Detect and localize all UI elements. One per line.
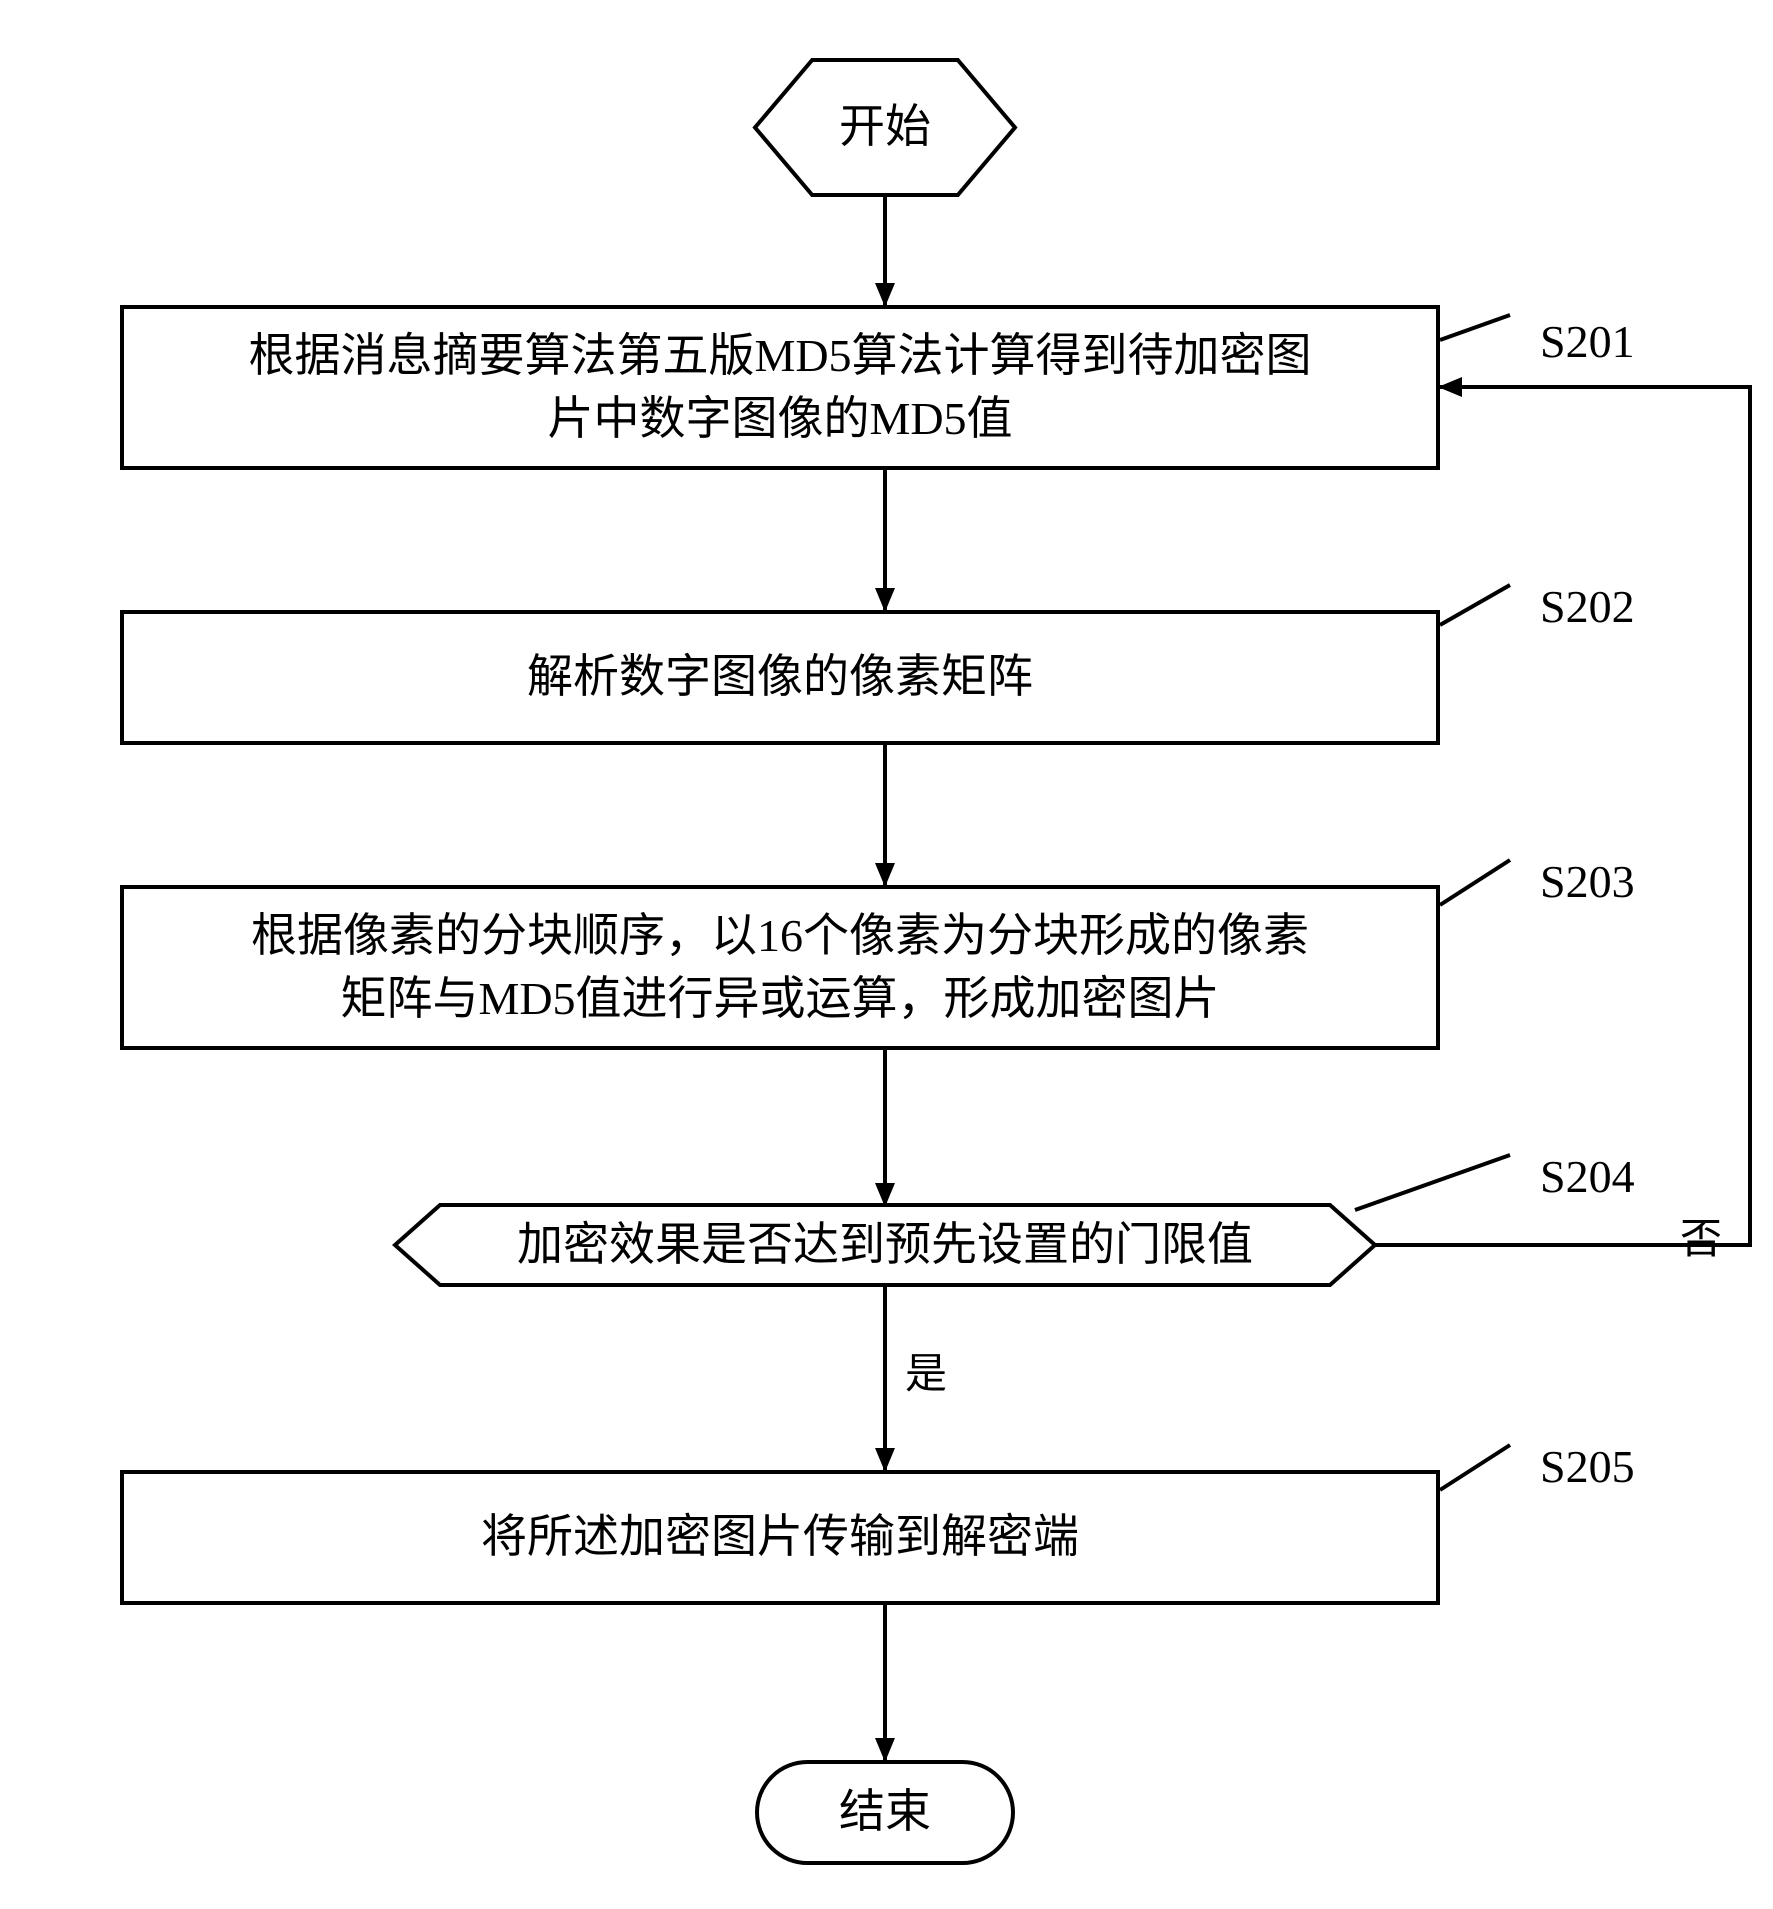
step-label-s205: S205 bbox=[1540, 1440, 1635, 1493]
step-label-s201: S201 bbox=[1540, 315, 1635, 368]
decision-s204-text: 加密效果是否达到预先设置的门限值 bbox=[517, 1214, 1253, 1276]
process-s203: 根据像素的分块顺序，以16个像素为分块形成的像素矩阵与MD5值进行异或运算，形成… bbox=[120, 885, 1440, 1050]
flowchart-canvas: 开始 根据消息摘要算法第五版MD5算法计算得到待加密图片中数字图像的MD5值 解… bbox=[0, 0, 1773, 1909]
step-label-s204: S204 bbox=[1540, 1150, 1635, 1203]
process-s205-text: 将所述加密图片传输到解密端 bbox=[481, 1506, 1079, 1568]
step-label-s203: S203 bbox=[1540, 855, 1635, 908]
start-label: 开始 bbox=[839, 96, 931, 158]
process-s202-text: 解析数字图像的像素矩阵 bbox=[527, 646, 1033, 708]
end-node: 结束 bbox=[755, 1760, 1015, 1865]
process-s202: 解析数字图像的像素矩阵 bbox=[120, 610, 1440, 745]
decision-s204: 加密效果是否达到预先设置的门限值 bbox=[395, 1205, 1375, 1285]
start-node: 开始 bbox=[755, 60, 1015, 195]
process-s201-text: 根据消息摘要算法第五版MD5算法计算得到待加密图片中数字图像的MD5值 bbox=[248, 325, 1311, 449]
branch-label-yes: 是 bbox=[905, 1340, 947, 1401]
step-label-s202: S202 bbox=[1540, 580, 1635, 633]
process-s201: 根据消息摘要算法第五版MD5算法计算得到待加密图片中数字图像的MD5值 bbox=[120, 305, 1440, 470]
end-label: 结束 bbox=[839, 1781, 931, 1843]
branch-label-no: 否 bbox=[1680, 1205, 1722, 1266]
process-s203-text: 根据像素的分块顺序，以16个像素为分块形成的像素矩阵与MD5值进行异或运算，形成… bbox=[251, 905, 1309, 1029]
process-s205: 将所述加密图片传输到解密端 bbox=[120, 1470, 1440, 1605]
